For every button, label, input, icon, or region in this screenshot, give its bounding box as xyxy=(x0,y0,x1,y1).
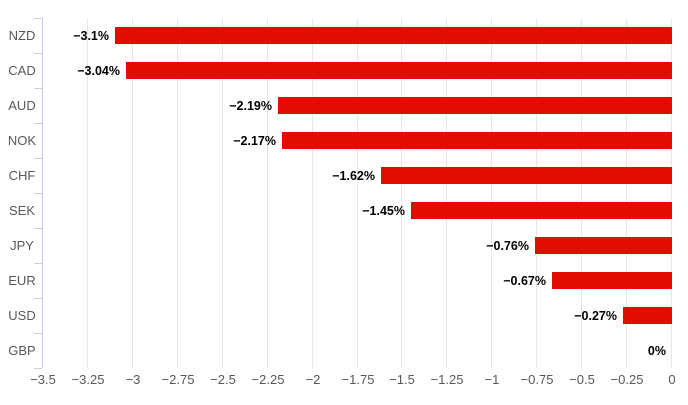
data-label-jpy: −0.76% xyxy=(486,238,529,253)
y-axis-tick xyxy=(34,263,42,264)
gridline xyxy=(536,18,537,368)
y-axis-tick xyxy=(34,88,42,89)
y-axis-tick xyxy=(34,228,42,229)
x-tick-label: 0 xyxy=(668,372,676,387)
x-tick-label: −1.25 xyxy=(430,372,464,387)
x-tick-label: −0.5 xyxy=(569,372,595,387)
x-tick-label: −0.75 xyxy=(520,372,554,387)
category-label-nok: NOK xyxy=(7,133,37,148)
gridline xyxy=(267,18,268,368)
y-axis-tick xyxy=(34,368,42,369)
gridline xyxy=(222,18,223,368)
x-tick-label: −1.5 xyxy=(389,372,415,387)
category-label-eur: EUR xyxy=(8,273,36,288)
data-label-cad: −3.04% xyxy=(77,63,120,78)
x-tick-label: −2.25 xyxy=(251,372,285,387)
data-label-sek: −1.45% xyxy=(362,203,405,218)
x-tick-label: −0.25 xyxy=(610,372,644,387)
y-axis-tick xyxy=(34,18,42,19)
category-label-jpy: JPY xyxy=(10,238,34,253)
y-axis-tick xyxy=(34,53,42,54)
x-tick-label: −1.75 xyxy=(341,372,375,387)
gridline xyxy=(446,18,447,368)
gridline xyxy=(132,18,133,368)
gridline xyxy=(87,18,88,368)
category-label-usd: USD xyxy=(8,308,36,323)
gridline xyxy=(491,18,492,368)
bar-aud[interactable] xyxy=(278,97,672,114)
y-axis-tick xyxy=(34,193,42,194)
y-axis-tick xyxy=(34,298,42,299)
data-label-chf: −1.62% xyxy=(332,168,375,183)
bar-chf[interactable] xyxy=(381,167,672,184)
x-tick-label: −2 xyxy=(305,372,321,387)
gridline xyxy=(177,18,178,368)
y-axis-tick xyxy=(34,333,42,334)
x-tick-label: −2.75 xyxy=(161,372,195,387)
x-tick-label: −3.25 xyxy=(71,372,105,387)
category-label-nzd: NZD xyxy=(8,28,36,43)
y-axis-line xyxy=(42,18,43,368)
bar-nok[interactable] xyxy=(282,132,672,149)
category-label-gbp: GBP xyxy=(8,343,36,358)
y-axis-tick xyxy=(34,123,42,124)
bar-usd[interactable] xyxy=(623,307,672,324)
bar-cad[interactable] xyxy=(126,62,672,79)
data-label-nok: −2.17% xyxy=(233,133,276,148)
x-tick-label: −2.5 xyxy=(210,372,236,387)
category-label-sek: SEK xyxy=(8,203,35,218)
gridline xyxy=(671,18,672,368)
data-label-aud: −2.19% xyxy=(229,98,272,113)
category-label-cad: CAD xyxy=(8,63,36,78)
data-label-nzd: −3.1% xyxy=(73,28,109,43)
data-label-usd: −0.27% xyxy=(574,308,617,323)
gridline xyxy=(357,18,358,368)
gridline xyxy=(401,18,402,368)
gridline xyxy=(581,18,582,368)
category-label-chf: CHF xyxy=(8,168,36,183)
data-label-eur: −0.67% xyxy=(503,273,546,288)
x-tick-label: −3.5 xyxy=(30,372,56,387)
plot-area: −3.1% −3.04% −2.19% −2.17% −1.62% −1.45% −0.76… xyxy=(43,18,672,368)
y-axis-tick xyxy=(34,158,42,159)
gridline xyxy=(626,18,627,368)
category-label-aud: AUD xyxy=(8,98,36,113)
gridline xyxy=(312,18,313,368)
bar-eur[interactable] xyxy=(552,272,672,289)
x-tick-label: −3 xyxy=(125,372,141,387)
x-tick-label: −1 xyxy=(484,372,500,387)
bar-sek[interactable] xyxy=(411,202,672,219)
bar-nzd[interactable] xyxy=(115,27,672,44)
data-label-gbp: 0% xyxy=(647,343,666,358)
bar-jpy[interactable] xyxy=(535,237,672,254)
